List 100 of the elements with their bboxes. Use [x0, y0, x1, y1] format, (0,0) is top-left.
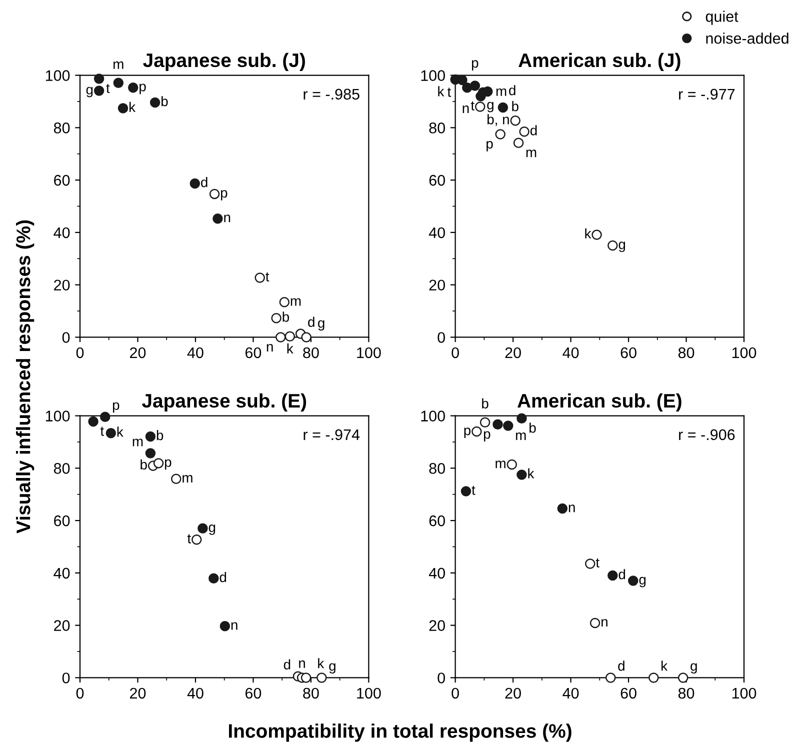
point	[100, 412, 110, 422]
y-tick-label: 60	[54, 174, 70, 186]
point	[209, 188, 220, 200]
point	[503, 420, 514, 431]
x-tick-label: 0	[76, 688, 84, 699]
x-tick-label: 100	[357, 347, 381, 358]
annotation: r = -.985	[304, 88, 360, 100]
annotation: d	[201, 176, 208, 188]
point	[605, 672, 616, 683]
annotation: d	[284, 659, 290, 670]
y-tick-label: 80	[54, 463, 70, 474]
annotation: k	[662, 660, 668, 671]
annotation: r = -.977	[679, 88, 735, 100]
point	[316, 672, 327, 683]
y-tick-label: 80	[429, 463, 445, 474]
y-axis-title: Visually influenced responses (%)	[16, 220, 34, 534]
point	[128, 82, 138, 93]
point	[460, 486, 472, 496]
annotation: p	[164, 459, 172, 470]
point	[198, 523, 208, 534]
annotation: m	[290, 298, 301, 306]
point	[475, 102, 486, 112]
y-tick-label: 20	[54, 620, 70, 632]
point	[106, 428, 116, 438]
annotation: n	[462, 106, 469, 113]
annotation: d	[530, 125, 537, 136]
y-tick-label: 60	[429, 174, 445, 186]
point	[300, 672, 312, 683]
annotation: t	[100, 426, 104, 436]
point	[145, 431, 156, 442]
x-tick-label: 80	[303, 688, 319, 699]
x-tick-label: 60	[620, 688, 636, 699]
point	[254, 272, 265, 283]
point	[271, 312, 282, 324]
x-tick-label: 80	[303, 347, 319, 358]
point	[519, 126, 530, 137]
point	[94, 74, 104, 84]
y-tick-label: 0	[62, 332, 70, 343]
x-tick-label: 40	[187, 688, 204, 699]
point	[506, 459, 518, 470]
point	[88, 416, 98, 427]
annotation: b	[156, 430, 164, 440]
annotation: r = -.906	[679, 429, 735, 440]
point	[457, 74, 468, 86]
annotation: n	[224, 214, 230, 222]
annotation: b	[162, 96, 168, 106]
annotation: k	[287, 343, 294, 354]
annotation: d	[308, 316, 314, 327]
chart-title: American sub. (J)	[518, 52, 680, 71]
point	[171, 474, 182, 484]
annotation: k	[318, 658, 324, 668]
point	[220, 620, 230, 632]
point	[470, 80, 480, 91]
point	[513, 138, 524, 148]
annotation: m	[496, 88, 506, 96]
annotation: t	[596, 558, 600, 568]
y-tick-label: 20	[429, 280, 445, 291]
annotation: b	[282, 312, 290, 322]
annotation: m	[132, 438, 143, 446]
annotation: t	[447, 88, 452, 97]
point	[585, 558, 596, 569]
point	[648, 672, 659, 683]
annotation: g	[639, 576, 646, 588]
annotation: g	[318, 320, 324, 331]
point	[608, 240, 618, 251]
point	[590, 618, 600, 628]
point	[592, 230, 602, 240]
point	[301, 332, 312, 342]
x-tick-label: 0	[452, 347, 459, 358]
annotation: n	[568, 504, 575, 512]
annotation: b	[482, 398, 488, 408]
annotation: g	[690, 663, 697, 674]
annotation: n	[266, 344, 273, 352]
point	[516, 470, 527, 480]
point	[145, 448, 156, 458]
annotation: d	[618, 569, 626, 580]
point	[284, 331, 296, 342]
annotation: p	[112, 402, 120, 413]
point	[279, 296, 290, 308]
point	[276, 332, 286, 342]
y-tick-label: 40	[54, 568, 70, 579]
annotation: g	[618, 242, 626, 252]
annotation: g	[86, 86, 93, 98]
annotation: g	[329, 663, 336, 674]
x-tick-label: 20	[505, 688, 521, 699]
y-tick-label: 20	[429, 620, 445, 632]
annotation: r = -.974	[304, 429, 360, 440]
annotation: m	[526, 150, 536, 158]
point	[516, 413, 527, 424]
y-tick-label: 100	[421, 410, 445, 422]
annotation: k	[528, 468, 534, 478]
chart-title: Japanese sub. (E)	[142, 393, 306, 412]
annotation: d	[220, 572, 226, 582]
chart-title: American sub. (E)	[517, 393, 682, 412]
annotation: n	[231, 622, 238, 630]
point	[212, 213, 223, 224]
annotation: k	[130, 102, 136, 112]
x-tick-label: 80	[678, 347, 694, 358]
annotation: d	[618, 660, 624, 671]
annotation: k	[585, 228, 592, 238]
